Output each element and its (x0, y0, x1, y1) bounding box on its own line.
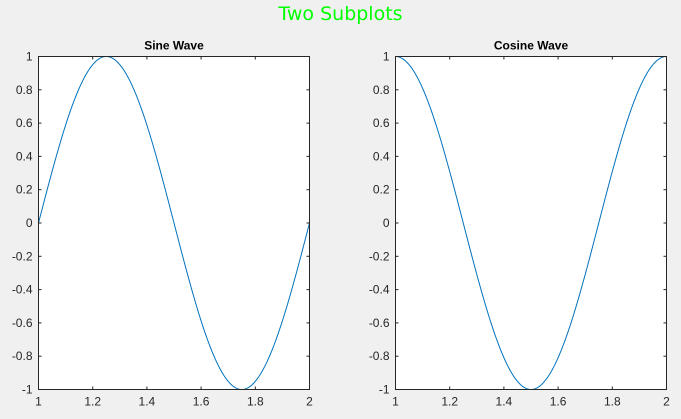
y-tick-label: -0.8 (369, 349, 390, 363)
cosine-wave-title: Cosine Wave (494, 39, 569, 53)
y-tick-label: 1 (383, 50, 390, 64)
x-tick-label: 1 (392, 395, 399, 409)
sine-wave-axes: 1 1.2 1.4 1.6 1.8 2 1 0.8 0.6 0.4 0.2 0 -0.2 -0.4 -0.6… (12, 39, 313, 409)
cosine-wave-axes: 1 1.2 1.4 1.6 1.8 2 1 0.8 0.6 0.4 0.2 0 -0.2 -0.4 -0.6… (369, 39, 670, 409)
y-tick-label: 0.2 (16, 183, 33, 197)
x-tick-label: 1.4 (139, 395, 156, 409)
y-tick-label: -0.4 (12, 283, 33, 297)
x-tick-label: 1.8 (604, 395, 621, 409)
y-tick-label: -1 (22, 383, 33, 397)
y-tick-label: 0.4 (373, 149, 390, 163)
x-tick-label: 1.8 (247, 395, 264, 409)
y-tick-label: 0 (26, 216, 33, 230)
x-tick-label: 1.6 (550, 395, 567, 409)
figure-title: Two Subplots (278, 3, 403, 25)
y-tick-label: 0.6 (373, 116, 390, 130)
x-tick-label: 1.2 (441, 395, 458, 409)
x-tick-label: 1.2 (84, 395, 101, 409)
series-line (38, 55, 310, 391)
y-tick-label: -0.8 (12, 349, 33, 363)
y-tick-label: 0.6 (16, 116, 33, 130)
y-tick-label: 0.2 (373, 183, 390, 197)
y-tick-label: 0.8 (373, 83, 390, 97)
x-tick-label: 1.6 (193, 395, 210, 409)
x-tick-label: 2 (663, 395, 670, 409)
y-tick-label: -0.2 (369, 249, 390, 263)
y-tick-label: 0.4 (16, 149, 33, 163)
y-tick-label: -0.6 (12, 316, 33, 330)
y-tick-label: -1 (379, 383, 390, 397)
y-tick-label: -0.2 (12, 249, 33, 263)
y-tick-label: -0.6 (369, 316, 390, 330)
plot-area (395, 56, 667, 390)
y-tick-label: 0.8 (16, 83, 33, 97)
sine-wave-title: Sine Wave (144, 39, 204, 53)
x-tick-label: 1.4 (496, 395, 513, 409)
y-tick-label: -0.4 (369, 283, 390, 297)
x-tick-label: 2 (306, 395, 313, 409)
x-tick-label: 1 (35, 395, 42, 409)
y-tick-label: 1 (26, 50, 33, 64)
y-tick-label: 0 (383, 216, 390, 230)
